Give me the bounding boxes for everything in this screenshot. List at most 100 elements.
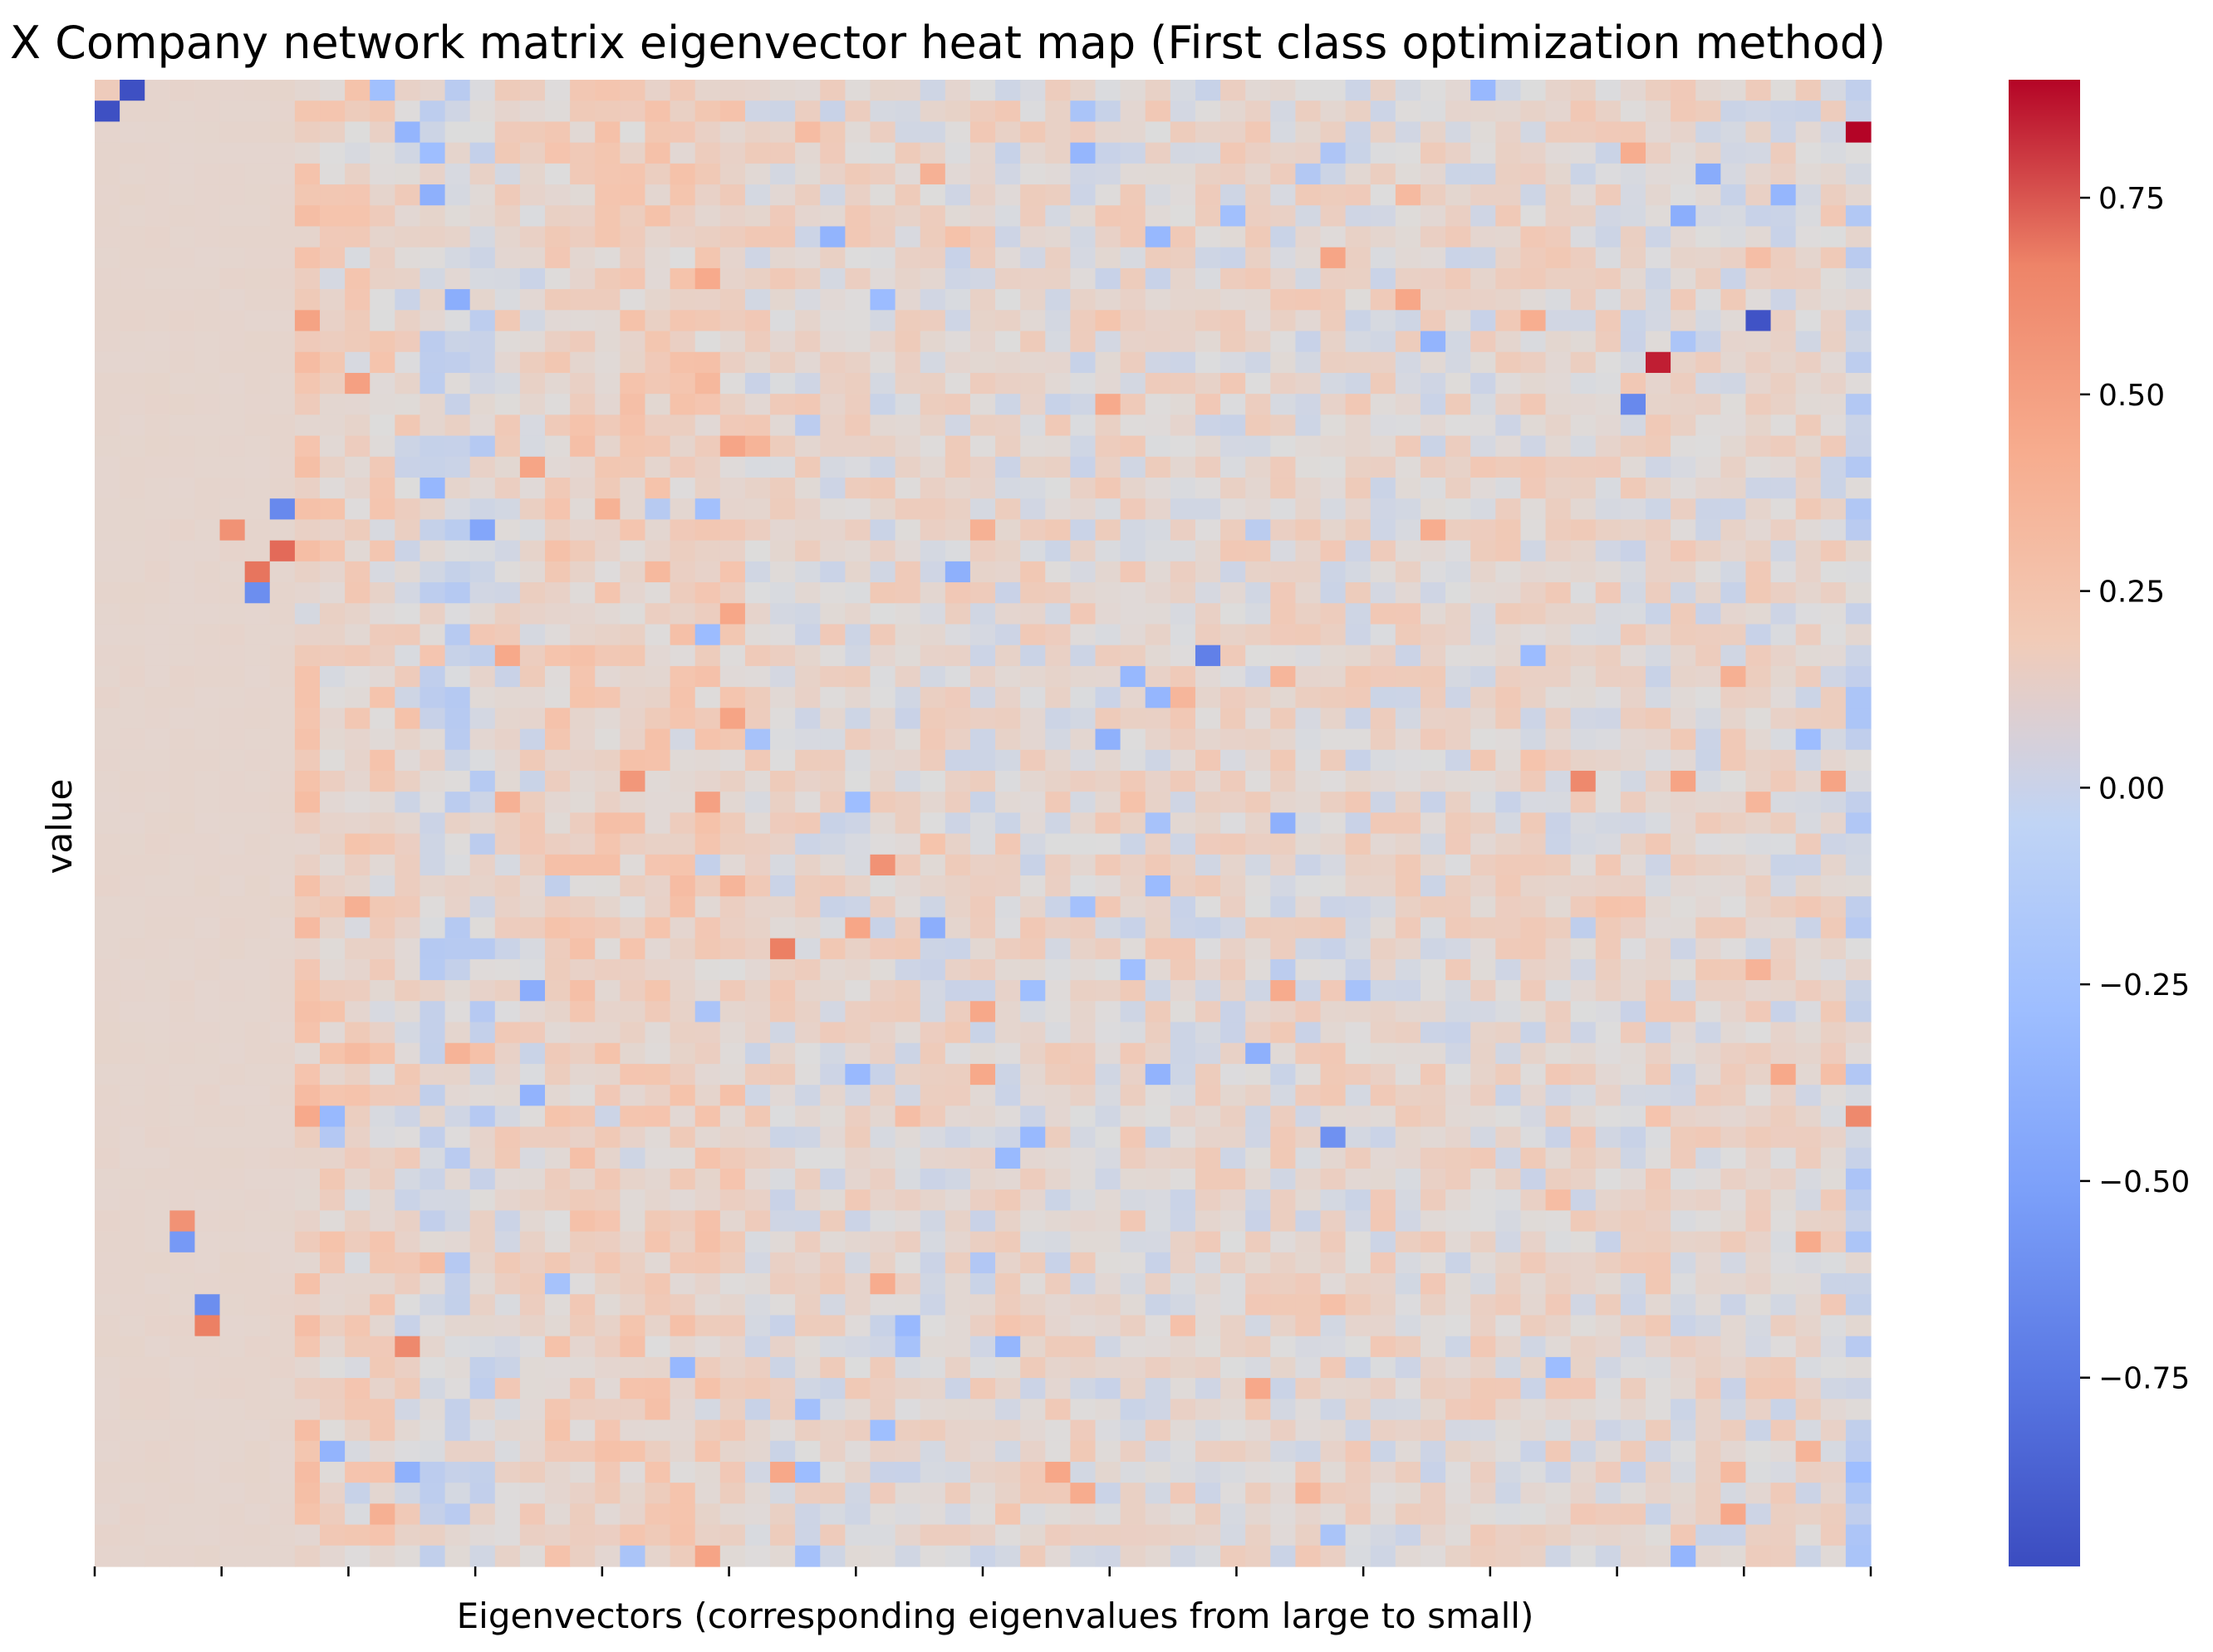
heatmap-cell xyxy=(1370,1399,1396,1421)
heatmap-cell xyxy=(1120,435,1146,458)
heatmap-cell xyxy=(95,331,120,353)
heatmap-cell xyxy=(345,582,370,604)
heatmap-cell xyxy=(1620,456,1646,478)
heatmap-cell xyxy=(645,1063,671,1086)
heatmap-cell xyxy=(1845,163,1872,185)
heatmap-cell xyxy=(1320,770,1347,792)
heatmap-cell xyxy=(420,645,446,667)
heatmap-cell xyxy=(244,728,271,751)
heatmap-cell xyxy=(294,875,321,897)
heatmap-cell xyxy=(370,603,395,625)
heatmap-cell xyxy=(169,854,196,876)
heatmap-cell xyxy=(370,478,395,499)
heatmap-cell xyxy=(895,708,921,730)
heatmap-cell xyxy=(1370,812,1396,835)
heatmap-cell xyxy=(1195,1001,1221,1023)
heatmap-cell xyxy=(395,1545,421,1567)
heatmap-cell xyxy=(244,1356,271,1379)
heatmap-cell xyxy=(1320,875,1347,897)
heatmap-cell xyxy=(545,1419,571,1442)
heatmap-cell xyxy=(420,854,446,876)
heatmap-cell xyxy=(519,749,546,772)
heatmap-cell xyxy=(1770,1356,1797,1379)
heatmap-cell xyxy=(1270,519,1297,542)
heatmap-cell xyxy=(420,1042,446,1065)
heatmap-cell xyxy=(770,1001,796,1023)
heatmap-cell xyxy=(494,1001,521,1023)
heatmap-cell xyxy=(1470,792,1496,813)
heatmap-cell xyxy=(1620,226,1646,248)
heatmap-cell xyxy=(1795,958,1822,981)
heatmap-cell xyxy=(269,1210,296,1233)
heatmap-cell xyxy=(269,184,296,206)
heatmap-cell xyxy=(1120,1503,1146,1526)
heatmap-cell xyxy=(744,1461,771,1483)
heatmap-cell xyxy=(1695,645,1721,667)
heatmap-cell xyxy=(694,456,721,478)
heatmap-cell xyxy=(670,792,696,813)
heatmap-cell xyxy=(1595,121,1622,144)
heatmap-cell xyxy=(120,1440,145,1463)
heatmap-cell xyxy=(920,394,946,415)
heatmap-cell xyxy=(744,247,771,269)
heatmap-cell xyxy=(1770,267,1797,290)
heatmap-cell xyxy=(120,540,145,562)
heatmap-cell xyxy=(744,478,771,499)
heatmap-cell xyxy=(670,728,696,751)
heatmap-cell xyxy=(1395,267,1421,290)
heatmap-cell xyxy=(744,289,771,311)
heatmap-cell xyxy=(1020,1147,1046,1169)
heatmap-cell xyxy=(545,812,571,835)
heatmap-cell xyxy=(1445,687,1471,708)
heatmap-cell xyxy=(1695,665,1721,688)
heatmap-cell xyxy=(1520,1231,1547,1253)
heatmap-cell xyxy=(1145,80,1171,101)
heatmap-cell xyxy=(395,1419,421,1442)
heatmap-cell xyxy=(1270,582,1297,604)
heatmap-cell xyxy=(1345,351,1371,374)
heatmap-cell xyxy=(1595,1189,1622,1212)
heatmap-cell xyxy=(1020,331,1046,353)
heatmap-cell xyxy=(920,833,946,855)
heatmap-cell xyxy=(1745,1063,1772,1086)
heatmap-cell xyxy=(620,1022,646,1044)
heatmap-cell xyxy=(1370,749,1396,772)
heatmap-cell xyxy=(519,812,546,835)
heatmap-cell xyxy=(770,1147,796,1169)
heatmap-cell xyxy=(820,561,846,583)
heatmap-cell xyxy=(795,1189,821,1212)
heatmap-cell xyxy=(194,938,221,960)
heatmap-cell xyxy=(1470,1399,1496,1421)
heatmap-cell xyxy=(494,1168,521,1190)
heatmap-cell xyxy=(744,896,771,919)
heatmap-cell xyxy=(269,1524,296,1547)
heatmap-cell xyxy=(1820,540,1847,562)
heatmap-cell xyxy=(494,331,521,353)
heatmap-cell xyxy=(1070,561,1097,583)
heatmap-cell xyxy=(795,854,821,876)
heatmap-cell xyxy=(1720,267,1747,290)
heatmap-cell xyxy=(1845,435,1872,458)
heatmap-cell xyxy=(1570,749,1597,772)
heatmap-cell xyxy=(1671,226,1696,248)
heatmap-cell xyxy=(1645,749,1671,772)
heatmap-cell xyxy=(1495,1231,1522,1253)
heatmap-cell xyxy=(570,624,596,646)
heatmap-cell xyxy=(219,540,246,562)
heatmap-cell xyxy=(1420,1126,1446,1149)
heatmap-cell xyxy=(920,896,946,919)
heatmap-cell xyxy=(1695,1252,1721,1274)
heatmap-cell xyxy=(1595,1022,1622,1044)
heatmap-cell xyxy=(1745,1294,1772,1316)
heatmap-cell xyxy=(1745,121,1772,144)
heatmap-cell xyxy=(1120,540,1146,562)
heatmap-cell xyxy=(1795,435,1822,458)
heatmap-cell xyxy=(694,1483,721,1504)
heatmap-cell xyxy=(1145,1147,1171,1169)
heatmap-cell xyxy=(120,351,145,374)
heatmap-cell xyxy=(1395,1252,1421,1274)
heatmap-cell xyxy=(420,1126,446,1149)
heatmap-cell xyxy=(95,1399,120,1421)
heatmap-cell xyxy=(145,1399,170,1421)
heatmap-cell xyxy=(845,435,871,458)
